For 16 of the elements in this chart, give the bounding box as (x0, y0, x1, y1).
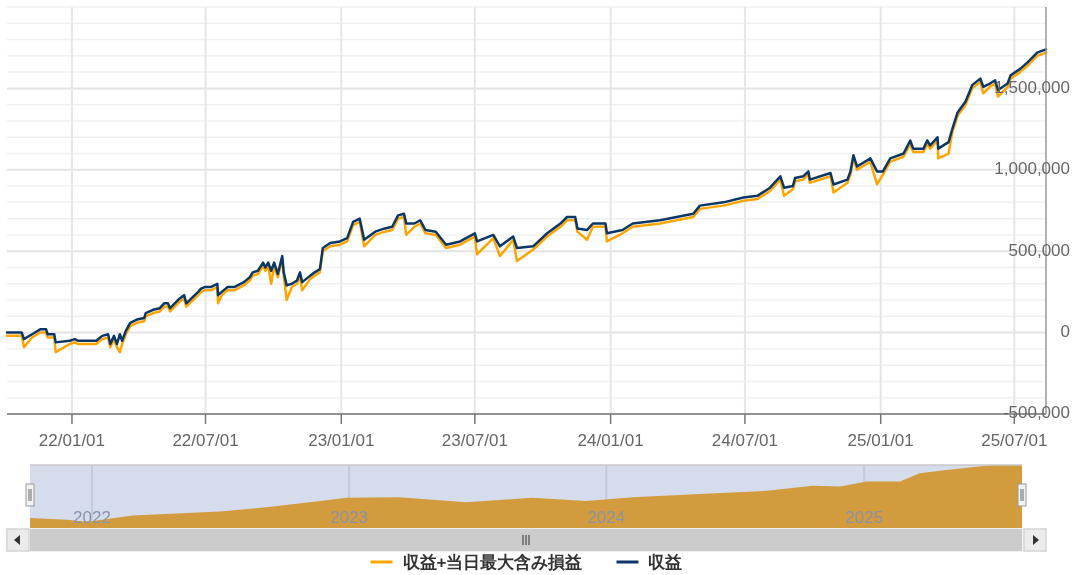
x-tick-label: 25/07/01 (981, 431, 1048, 450)
x-tick-label: 24/01/01 (577, 431, 644, 450)
x-tick-label: 23/07/01 (441, 431, 508, 450)
x-tick-label: 2023 (330, 508, 369, 527)
legend-label: 収益+当日最大含み損益 (402, 553, 583, 572)
x-tick-label: 23/01/01 (308, 431, 375, 450)
x-tick-label: 24/07/01 (711, 431, 779, 450)
x-tick-label: 22/01/01 (38, 431, 106, 450)
x-tick-label: 2024 (587, 508, 626, 527)
legend-label: 収益 (648, 553, 683, 572)
x-tick-label: 22/07/01 (172, 431, 239, 450)
x-tick-label: 2025 (845, 508, 884, 527)
y-tick-label: 500,000 (1008, 240, 1070, 260)
x-tick-label: 25/01/01 (847, 431, 914, 450)
y-tick-label: 0 (1060, 322, 1070, 342)
y-tick-label: 1,000,000 (994, 159, 1070, 179)
